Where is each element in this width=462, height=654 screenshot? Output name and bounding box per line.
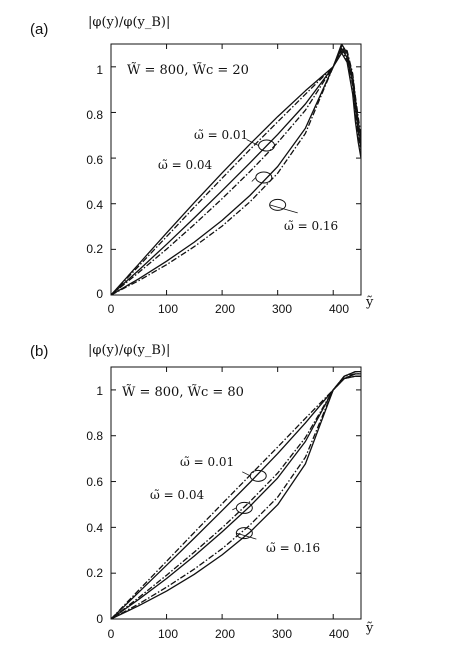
annotation-leader (236, 532, 257, 540)
series-line (111, 375, 361, 619)
y-tick-label: 0.8 (86, 108, 103, 122)
panel-a: (a) |φ(y)/φ(y_B)| W̃ = 800, W̃c = 20 ỹ 0… (30, 15, 374, 316)
x-tick-label: 400 (329, 302, 349, 316)
x-tick-label: 100 (158, 302, 178, 316)
annotation-leader (232, 507, 237, 511)
x-tick-label: 300 (272, 302, 292, 316)
series-line (111, 45, 361, 295)
annotation-leader (251, 177, 257, 182)
y-tick-label: 0.4 (86, 521, 103, 535)
panel-label: (a) (30, 21, 48, 38)
annotation-label: ω̃ = 0.01 (180, 455, 234, 469)
plot-frame (110, 43, 362, 296)
annotation-leader (246, 139, 259, 146)
x-tick-label: 200 (215, 302, 235, 316)
annotation-leader (242, 471, 251, 477)
x-tick-label: 400 (329, 627, 349, 641)
y-tick-label: 0.8 (86, 429, 103, 443)
y-tick-label: 0.2 (86, 566, 103, 580)
y-tick-label: 0 (96, 612, 103, 626)
annotation-label: ω̃ = 0.01 (194, 128, 248, 142)
series-line (111, 45, 361, 295)
x-tick-label: 0 (108, 302, 115, 316)
y-tick-label: 0.4 (86, 198, 103, 212)
series-line (111, 47, 361, 295)
y-tick-label: 1 (96, 384, 103, 398)
y-axis-title: |φ(y)/φ(y_B)| (88, 15, 170, 30)
series-line (111, 52, 361, 295)
annotation-leader (269, 204, 298, 214)
panel-label: (b) (30, 343, 48, 360)
y-tick-label: 0.6 (86, 153, 103, 167)
x-tick-label: 200 (215, 627, 235, 641)
y-tick-label: 0.6 (86, 475, 103, 489)
y-tick-label: 0 (96, 287, 103, 301)
tick-labels: 0 100 200 300 400 0 0.2 0.4 0.6 0.8 1 (86, 384, 349, 641)
annotation-label: ω̃ = 0.16 (284, 219, 338, 233)
series-line (111, 373, 361, 619)
tick-labels: 0 100 200 300 400 0 0.2 0.4 0.6 0.8 1 (86, 63, 349, 316)
y-tick-label: 0.2 (86, 242, 103, 256)
y-axis-title: |φ(y)/φ(y_B)| (88, 343, 170, 358)
x-axis-title: ỹ (365, 621, 374, 636)
panel-b: (b) |φ(y)/φ(y_B)| W̃ = 800, W̃c = 80 ỹ 0… (30, 343, 374, 641)
plot-frame (110, 366, 362, 620)
annotation-label: ω̃ = 0.04 (150, 488, 205, 502)
annotation-label: ω̃ = 0.16 (266, 541, 320, 555)
y-tick-label: 1 (96, 63, 103, 77)
x-axis-title: ỹ (365, 295, 374, 310)
series-line (111, 44, 361, 295)
x-tick-label: 100 (158, 627, 178, 641)
annotation-label: ω̃ = 0.04 (158, 158, 213, 172)
x-tick-label: 300 (272, 627, 292, 641)
x-tick-label: 0 (108, 627, 115, 641)
annotation-ellipse (249, 469, 267, 482)
parameter-label: W̃ = 800, W̃c = 80 (122, 384, 244, 400)
parameter-label: W̃ = 800, W̃c = 20 (127, 62, 249, 78)
